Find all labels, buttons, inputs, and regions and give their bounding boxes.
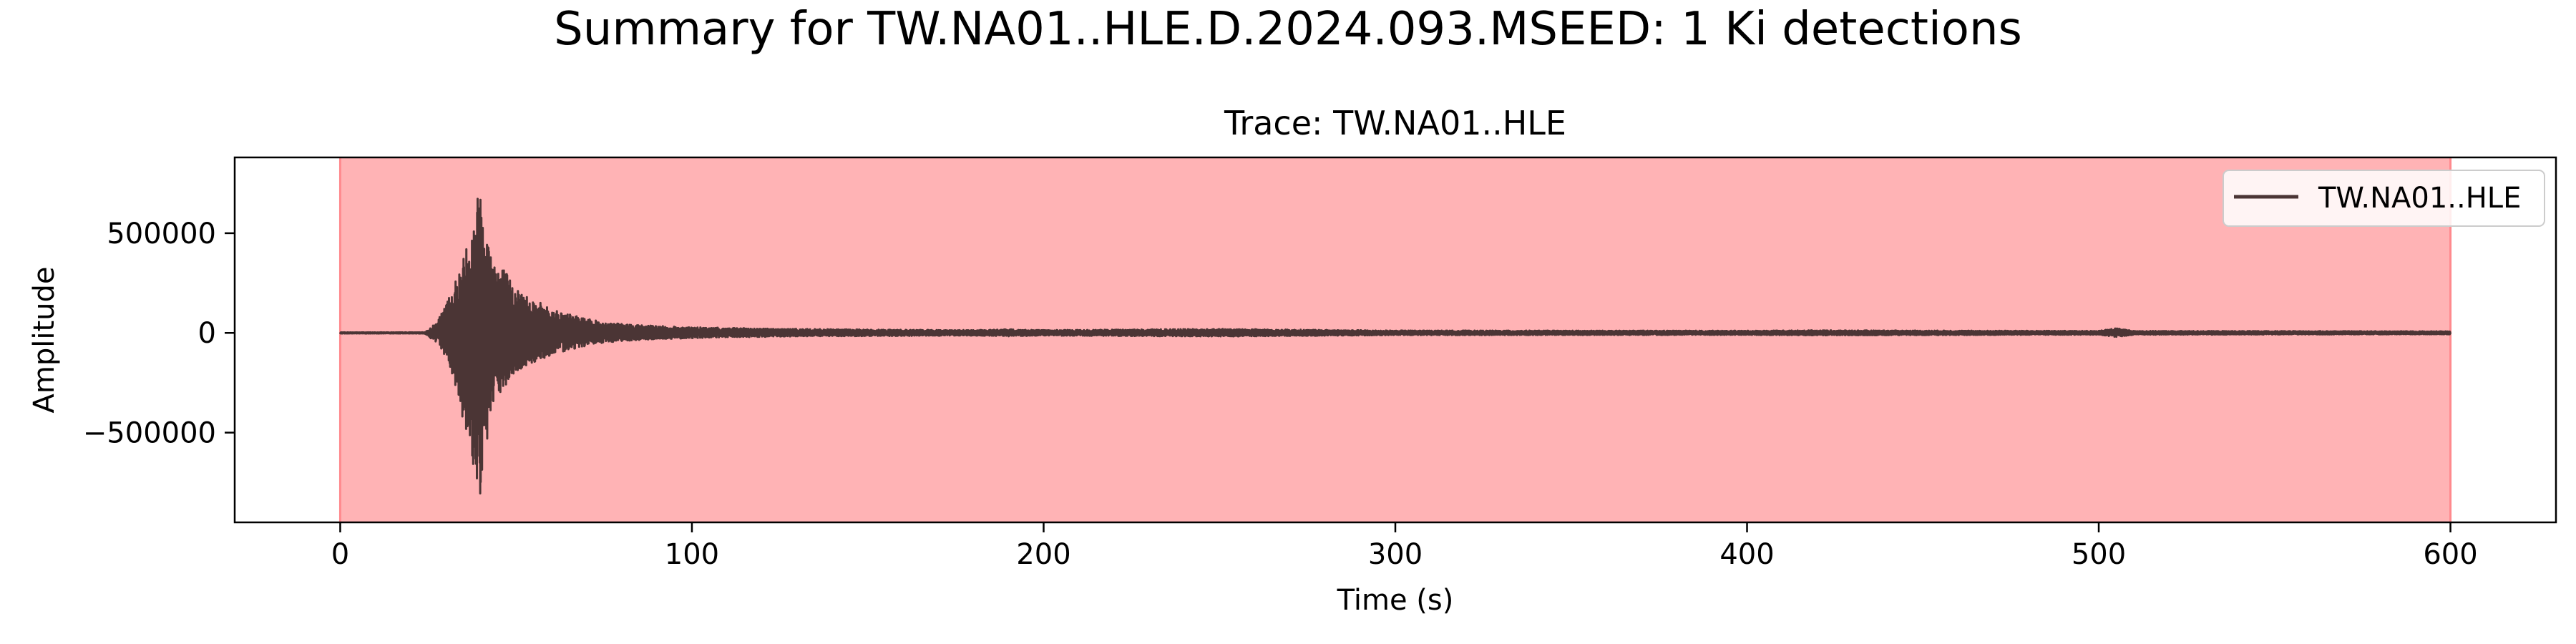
legend-box <box>2223 170 2545 227</box>
axes-title: Trace: TW.NA01..HLE <box>1224 104 1566 142</box>
plot-area <box>233 156 2557 524</box>
x-tick-label: 500 <box>2072 538 2126 571</box>
x-tick-label: 400 <box>1719 538 1774 571</box>
detection-layer <box>338 157 2452 522</box>
figure-suptitle: Summary for TW.NA01..HLE.D.2024.093.MSEE… <box>554 3 2022 56</box>
x-axis-label: Time (s) <box>1337 584 1454 617</box>
x-tick-label: 100 <box>665 538 719 571</box>
detection-span-1 <box>340 157 2451 522</box>
x-axis-ticks: 0 100 200 300 400 500 600 <box>331 522 2478 571</box>
trace-line-1 <box>339 197 2452 494</box>
x-tick-label: 600 <box>2423 538 2477 571</box>
y-tick-label: 500000 <box>107 218 216 250</box>
y-tick-label: −500000 <box>83 417 216 450</box>
legend: TW.NA01..HLE <box>2223 170 2545 227</box>
legend-entry-label: TW.NA01..HLE <box>2318 182 2521 215</box>
x-tick-label: 300 <box>1368 538 1423 571</box>
x-tick-label: 0 <box>331 538 349 571</box>
x-tick-label: 200 <box>1016 538 1070 571</box>
y-axis-label: Amplitude <box>28 267 61 414</box>
trace-layer <box>339 197 2452 494</box>
y-axis-ticks: 500000 0 −500000 <box>83 218 235 450</box>
y-tick-label: 0 <box>198 317 216 350</box>
